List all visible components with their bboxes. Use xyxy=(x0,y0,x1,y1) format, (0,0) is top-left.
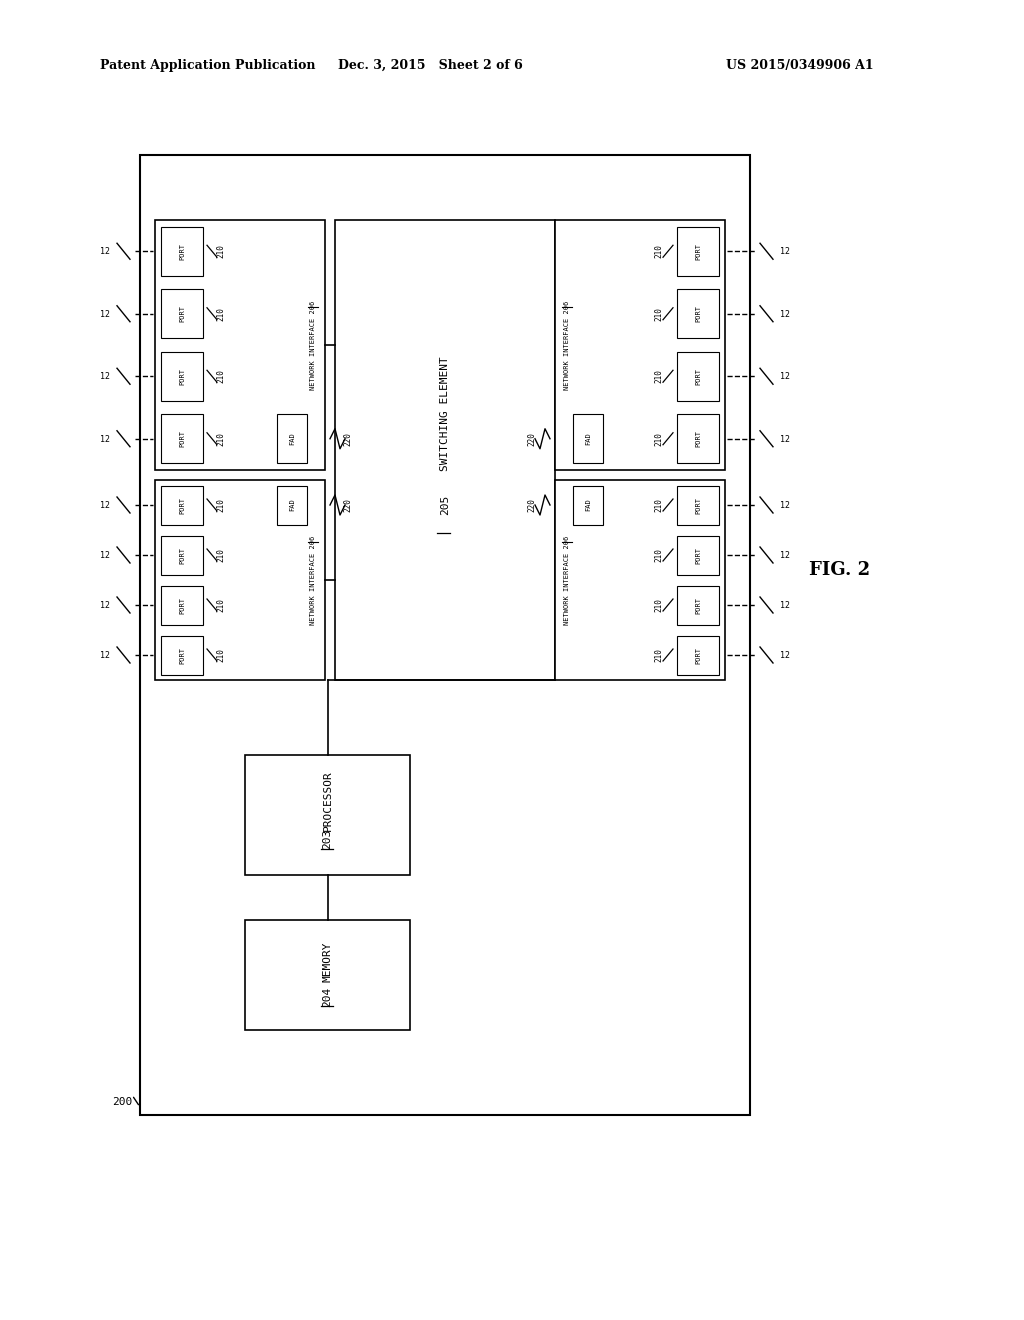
Text: 200: 200 xyxy=(112,1097,132,1107)
Text: 12: 12 xyxy=(100,372,110,381)
Text: SWITCHING ELEMENT: SWITCHING ELEMENT xyxy=(440,356,450,470)
Bar xyxy=(677,414,719,463)
Bar xyxy=(677,536,719,574)
Text: 220: 220 xyxy=(527,498,537,512)
Text: US 2015/0349906 A1: US 2015/0349906 A1 xyxy=(726,58,873,71)
Text: NETWORK INTERFACE 206: NETWORK INTERFACE 206 xyxy=(564,536,570,624)
Text: 210: 210 xyxy=(216,306,225,321)
Text: 220: 220 xyxy=(343,498,352,512)
Bar xyxy=(161,352,203,401)
Text: PORT: PORT xyxy=(695,305,701,322)
Text: PORT: PORT xyxy=(179,496,185,513)
Text: 210: 210 xyxy=(654,244,664,259)
Bar xyxy=(245,755,410,875)
Text: NETWORK INTERFACE 206: NETWORK INTERFACE 206 xyxy=(310,301,316,389)
Bar xyxy=(573,486,603,524)
Bar xyxy=(161,414,203,463)
Text: PORT: PORT xyxy=(179,305,185,322)
Text: FAD: FAD xyxy=(289,499,295,511)
Text: 210: 210 xyxy=(654,370,664,383)
Text: NETWORK INTERFACE 206: NETWORK INTERFACE 206 xyxy=(564,301,570,389)
Text: 210: 210 xyxy=(654,548,664,562)
Text: 12: 12 xyxy=(780,651,790,660)
Text: PORT: PORT xyxy=(695,368,701,384)
Text: 12: 12 xyxy=(100,247,110,256)
Text: 210: 210 xyxy=(216,498,225,512)
Text: PORT: PORT xyxy=(695,496,701,513)
Bar xyxy=(155,220,325,470)
Text: 12: 12 xyxy=(100,651,110,660)
Text: PROCESSOR: PROCESSOR xyxy=(323,771,333,832)
Bar xyxy=(161,289,203,338)
Text: PORT: PORT xyxy=(179,647,185,664)
Bar xyxy=(161,536,203,574)
Text: 12: 12 xyxy=(780,310,790,318)
Bar xyxy=(555,220,725,470)
Text: 210: 210 xyxy=(654,432,664,446)
Bar xyxy=(245,920,410,1030)
Text: PORT: PORT xyxy=(179,243,185,260)
Bar xyxy=(278,414,307,463)
Text: 203: 203 xyxy=(323,829,333,849)
Text: 12: 12 xyxy=(100,434,110,444)
Text: 210: 210 xyxy=(654,648,664,661)
Text: 12: 12 xyxy=(780,434,790,444)
Text: 210: 210 xyxy=(654,306,664,321)
Text: PORT: PORT xyxy=(695,430,701,447)
Bar xyxy=(278,486,307,524)
Text: 210: 210 xyxy=(216,548,225,562)
Text: PORT: PORT xyxy=(695,647,701,664)
Text: 12: 12 xyxy=(780,601,790,610)
Text: 220: 220 xyxy=(343,432,352,446)
Bar xyxy=(677,227,719,276)
Text: Patent Application Publication: Patent Application Publication xyxy=(100,58,315,71)
Text: Dec. 3, 2015   Sheet 2 of 6: Dec. 3, 2015 Sheet 2 of 6 xyxy=(338,58,522,71)
Text: 12: 12 xyxy=(100,601,110,610)
Bar xyxy=(161,486,203,524)
Text: 204: 204 xyxy=(323,987,333,1007)
Text: PORT: PORT xyxy=(695,243,701,260)
Text: 210: 210 xyxy=(654,598,664,612)
Text: 12: 12 xyxy=(100,310,110,318)
Bar xyxy=(161,227,203,276)
Text: FAD: FAD xyxy=(585,433,591,445)
Text: FAD: FAD xyxy=(585,499,591,511)
Bar xyxy=(677,486,719,524)
Text: NETWORK INTERFACE 206: NETWORK INTERFACE 206 xyxy=(310,536,316,624)
Text: 220: 220 xyxy=(527,432,537,446)
Text: 12: 12 xyxy=(780,502,790,510)
Bar xyxy=(555,480,725,680)
Bar xyxy=(161,635,203,675)
Text: 205: 205 xyxy=(440,495,450,515)
Bar xyxy=(573,414,603,463)
Text: PORT: PORT xyxy=(695,597,701,614)
Text: 210: 210 xyxy=(216,432,225,446)
Bar xyxy=(155,480,325,680)
Text: FIG. 2: FIG. 2 xyxy=(809,561,870,579)
Text: 12: 12 xyxy=(100,502,110,510)
Text: 210: 210 xyxy=(216,598,225,612)
Text: PORT: PORT xyxy=(179,368,185,384)
Text: 12: 12 xyxy=(780,372,790,381)
Text: 12: 12 xyxy=(100,550,110,560)
Text: 210: 210 xyxy=(654,498,664,512)
Text: PORT: PORT xyxy=(179,597,185,614)
Bar xyxy=(161,586,203,624)
Text: PORT: PORT xyxy=(179,430,185,447)
Text: 210: 210 xyxy=(216,244,225,259)
Text: 210: 210 xyxy=(216,370,225,383)
Bar xyxy=(140,154,750,1115)
Bar xyxy=(677,352,719,401)
Text: 210: 210 xyxy=(216,648,225,661)
Bar xyxy=(335,220,555,680)
Text: FAD: FAD xyxy=(289,433,295,445)
Text: 12: 12 xyxy=(780,550,790,560)
Text: PORT: PORT xyxy=(179,546,185,564)
Bar xyxy=(677,635,719,675)
Bar xyxy=(677,586,719,624)
Text: PORT: PORT xyxy=(695,546,701,564)
Bar xyxy=(677,289,719,338)
Text: 12: 12 xyxy=(780,247,790,256)
Text: MEMORY: MEMORY xyxy=(323,941,333,982)
